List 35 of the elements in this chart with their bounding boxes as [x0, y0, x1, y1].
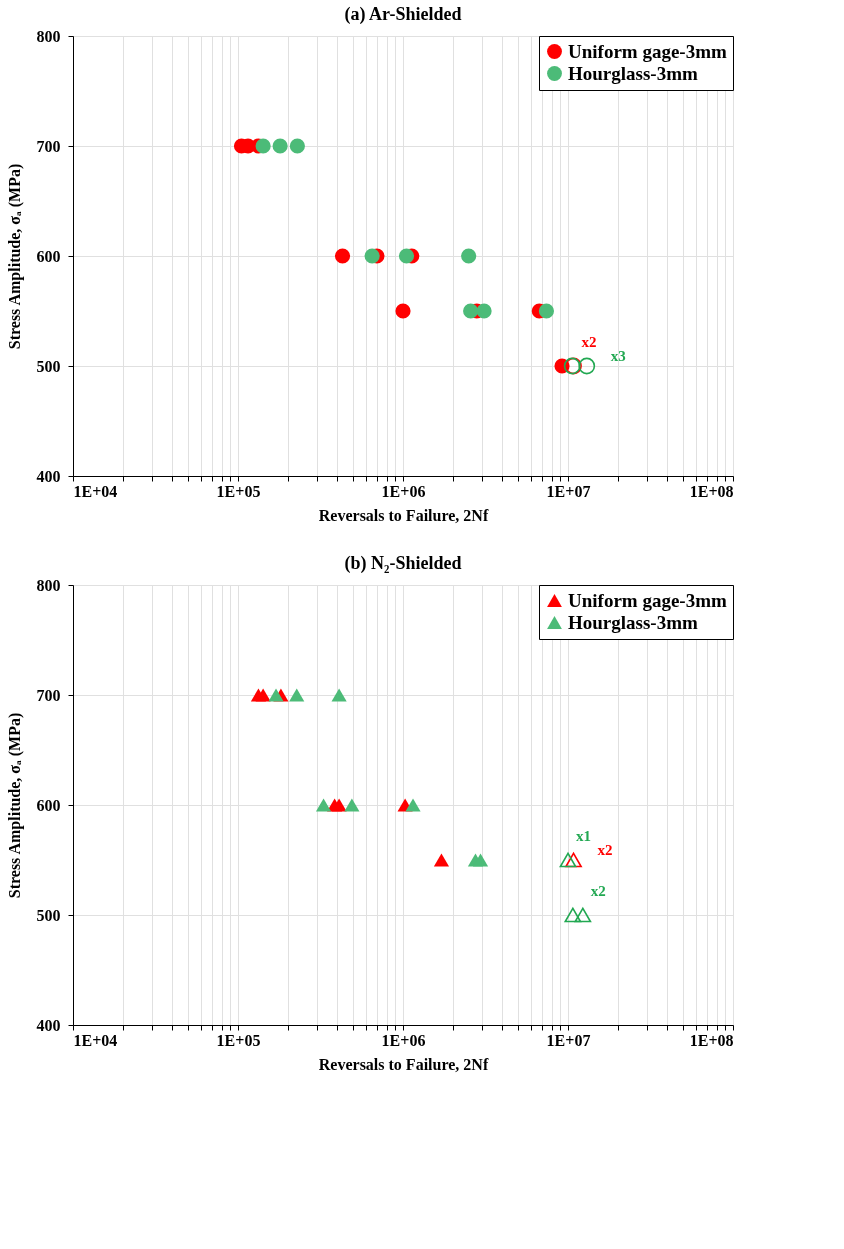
y-tick-label: 500 — [36, 906, 61, 924]
y-tick-label: 500 — [36, 357, 61, 375]
annotation: x3 — [610, 348, 626, 364]
legend-label: Uniform gage-3mm — [568, 589, 727, 611]
y-tick-label: 800 — [36, 576, 61, 594]
y-tick-label: 600 — [36, 247, 61, 265]
y-tick-label: 400 — [36, 1016, 61, 1034]
y-tick-label: 700 — [36, 686, 61, 704]
legend-label: Hourglass-3mm — [568, 62, 698, 84]
y-axis-title: Stress Amplitude, σₐ (MPa) — [5, 163, 24, 350]
x-tick-label: 1E+06 — [381, 1031, 426, 1049]
x-tick-label: 1E+07 — [546, 1031, 591, 1049]
y-axis-title: Stress Amplitude, σₐ (MPa) — [5, 712, 24, 899]
y-tick-label: 700 — [36, 137, 61, 155]
x-axis-title: Reversals to Failure, 2Nf — [318, 506, 489, 524]
x-tick-label: 1E+05 — [216, 1031, 261, 1049]
annotation: x2 — [590, 883, 606, 899]
chart-title: (b) N₂-Shielded — [344, 553, 462, 574]
x-tick-label: 1E+04 — [73, 1031, 118, 1049]
annotation: x1 — [576, 828, 591, 844]
x-tick-label: 1E+07 — [546, 482, 591, 500]
x-tick-label: 1E+04 — [73, 482, 118, 500]
legend-label: Hourglass-3mm — [568, 611, 698, 633]
annotation: x2 — [597, 842, 613, 858]
x-tick-label: 1E+06 — [381, 482, 426, 500]
y-tick-label: 800 — [36, 27, 61, 45]
x-tick-label: 1E+08 — [689, 1031, 734, 1049]
annotation: x2 — [581, 334, 597, 350]
legend-label: Uniform gage-3mm — [568, 40, 727, 62]
x-tick-label: 1E+08 — [689, 482, 734, 500]
chart-title: (a) Ar-Shielded — [344, 4, 462, 25]
y-tick-label: 600 — [36, 796, 61, 814]
x-axis-title: Reversals to Failure, 2Nf — [318, 1055, 489, 1073]
x-tick-label: 1E+05 — [216, 482, 261, 500]
y-tick-label: 400 — [36, 467, 61, 485]
